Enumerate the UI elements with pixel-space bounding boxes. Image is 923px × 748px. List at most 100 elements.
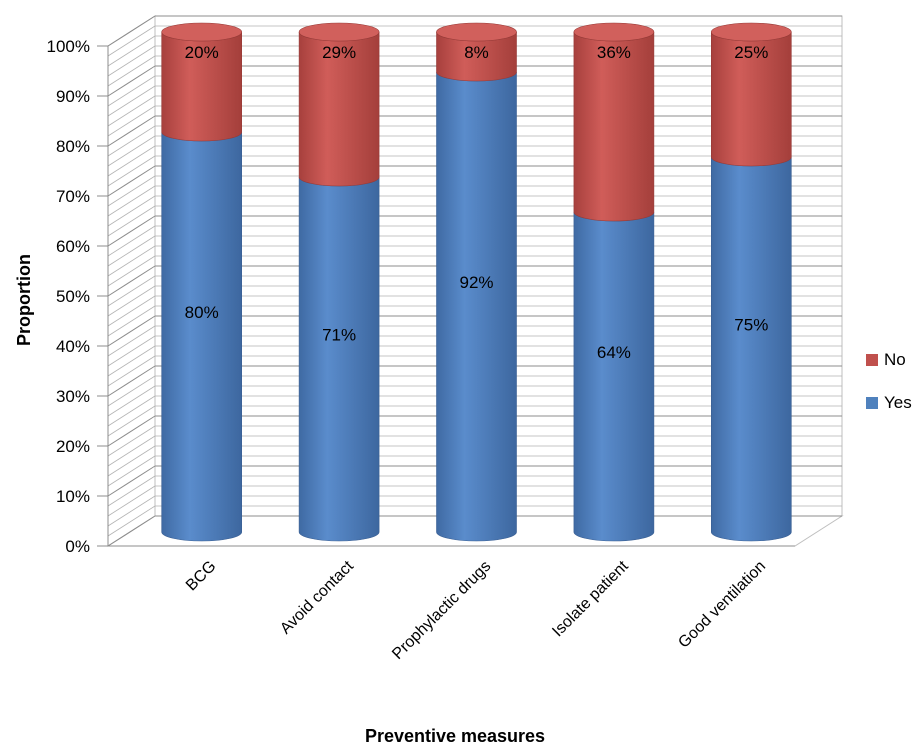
- gridline-side: [107, 245, 156, 277]
- gridline-side: [107, 15, 156, 47]
- legend: No Yes: [866, 350, 912, 412]
- gridline-side: [107, 315, 156, 347]
- gridline-side: [107, 45, 156, 77]
- gridline-side: [107, 135, 156, 167]
- gridline-side: [107, 335, 156, 367]
- gridline-side: [107, 125, 156, 157]
- gridline-side: [107, 75, 156, 107]
- bar-top-cap: [710, 22, 792, 42]
- gridline-side: [107, 385, 156, 417]
- y-tick-label: 40%: [56, 337, 90, 356]
- gridline-side: [107, 35, 156, 67]
- bar-top-cap: [573, 22, 655, 42]
- gridline-side: [107, 155, 156, 187]
- bar-stack: [298, 22, 380, 542]
- data-label-yes: 75%: [734, 316, 768, 335]
- gridline-side: [107, 455, 156, 487]
- gridline-side: [107, 185, 156, 217]
- y-tick-label: 10%: [56, 487, 90, 506]
- gridline-side: [107, 215, 156, 247]
- legend-swatch-no: [866, 354, 878, 366]
- data-label-no: 29%: [322, 43, 356, 62]
- x-axis-title: Preventive measures: [365, 726, 545, 746]
- data-label-yes: 92%: [459, 273, 493, 292]
- gridline-side: [107, 425, 156, 457]
- gridline-side: [107, 105, 156, 137]
- x-tick-label: Avoid contact: [277, 557, 357, 637]
- gridline-side: [107, 445, 156, 477]
- gridline-side: [107, 115, 156, 147]
- y-tick-label: 80%: [56, 137, 90, 156]
- bar-top-cap: [161, 22, 242, 42]
- gridline-side: [107, 465, 156, 497]
- gridline-side: [107, 275, 156, 307]
- x-tick-label: Prophylactic drugs: [389, 558, 494, 663]
- bar-yes-segment: [436, 71, 517, 542]
- x-tick-label: Isolate patient: [549, 557, 632, 640]
- x-tick-label: Good ventilation: [675, 558, 769, 652]
- y-tick-label: 20%: [56, 437, 90, 456]
- gridline-side: [107, 145, 156, 177]
- bar-yes-segment: [298, 176, 380, 542]
- gridline-side: [107, 95, 156, 127]
- x-tick-label: BCG: [183, 558, 220, 595]
- gridline-side: [107, 515, 156, 547]
- bar-stack: [161, 22, 242, 542]
- y-tick-label: 50%: [56, 287, 90, 306]
- y-tick-label: 60%: [56, 237, 90, 256]
- gridline-side: [107, 485, 156, 517]
- y-tick-label: 0%: [65, 537, 90, 556]
- gridline-side: [107, 505, 156, 537]
- gridline-side: [107, 85, 156, 117]
- gridline-side: [107, 65, 156, 97]
- gridline-side: [107, 285, 156, 317]
- gridline-side: [107, 435, 156, 467]
- data-label-no: 8%: [464, 43, 489, 62]
- gridline-side: [107, 355, 156, 387]
- data-label-yes: 71%: [322, 326, 356, 345]
- gridline-side: [107, 415, 156, 447]
- gridline-side: [107, 325, 156, 357]
- gridline-side: [107, 55, 156, 87]
- y-tick-label: 70%: [56, 187, 90, 206]
- y-tick-label: 90%: [56, 87, 90, 106]
- gridline-side: [107, 395, 156, 427]
- gridline-side: [107, 305, 156, 337]
- y-tick-label: 100%: [47, 37, 90, 56]
- legend-label-no: No: [884, 350, 906, 369]
- gridline-side: [107, 345, 156, 377]
- data-labels: 80% 20% 71% 29% 92% 8% 64% 36% 75% 25%: [185, 43, 769, 362]
- gridline-side: [107, 195, 156, 227]
- gridline-side: [107, 225, 156, 257]
- gridline-side: [107, 405, 156, 437]
- gridline-side: [107, 25, 156, 57]
- bars: [161, 22, 792, 542]
- y-tick-label: 30%: [56, 387, 90, 406]
- gridline-side: [107, 475, 156, 507]
- gridline-side: [107, 205, 156, 237]
- gridline-side: [107, 375, 156, 407]
- bar-top-cap: [298, 22, 380, 42]
- data-label-no: 20%: [185, 43, 219, 62]
- bar-stack: [710, 22, 792, 542]
- gridline-side: [107, 175, 156, 207]
- gridline-side: [107, 365, 156, 397]
- y-axis-ticks: 0% 10% 20% 30% 40% 50% 60% 70% 80% 90% 100%: [47, 37, 108, 556]
- bar-stack: [436, 22, 517, 542]
- bar-yes-segment: [573, 211, 655, 542]
- bar-yes-segment: [161, 131, 242, 542]
- legend-label-yes: Yes: [884, 393, 912, 412]
- gridline-side: [107, 295, 156, 327]
- data-label-no: 36%: [597, 43, 631, 62]
- bar-yes-segment: [711, 156, 792, 542]
- gridline-side: [107, 265, 156, 297]
- gridline-side: [107, 165, 156, 197]
- legend-swatch-yes: [866, 397, 878, 409]
- bar-top-cap: [436, 22, 517, 42]
- data-label-yes: 64%: [597, 343, 631, 362]
- bar-stack: [573, 22, 655, 542]
- data-label-yes: 80%: [185, 303, 219, 322]
- gridline-side: [107, 255, 156, 287]
- y-axis-title: Proportion: [14, 254, 34, 346]
